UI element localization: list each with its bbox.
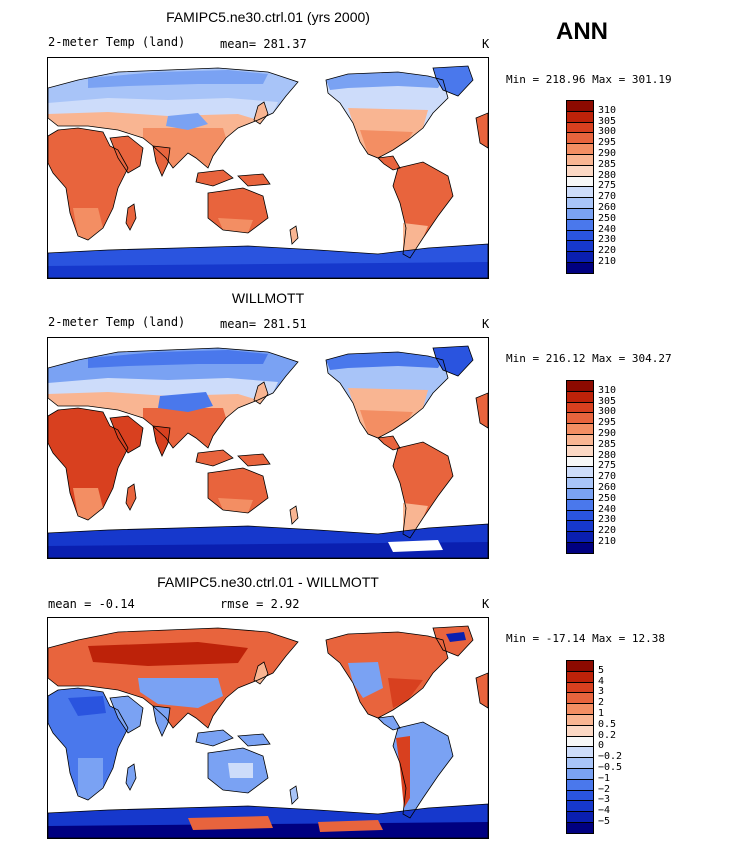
colorbar-label: 220 — [598, 525, 617, 537]
season-label: ANN — [556, 18, 608, 45]
colorbar-label: 290 — [598, 428, 617, 439]
panel-1-variable: 2-meter Temp (land) — [48, 35, 186, 49]
panel-1-minmax: Min = 218.96 Max = 301.19 — [506, 73, 672, 86]
panel-1-map — [47, 57, 489, 279]
colorbar-label: 290 — [598, 148, 617, 159]
colorbar-label: −5 — [598, 816, 611, 827]
colorbar-label: 240 — [598, 223, 617, 235]
colorbar-label: 3 — [598, 686, 605, 698]
panel-1-colorbar: 310 305 300 295 290 285 280 275 270 260 250 240 230 2… — [566, 100, 646, 276]
panel-2-minmax: Min = 216.12 Max = 304.27 — [506, 352, 672, 365]
colorbar-label: 4 — [598, 675, 605, 687]
panel-3-colorbar: 5 4 3 2 1 0.5 0.2 0 −0.2 −0.5 −1 −2 −3 −4 −5 — [566, 660, 646, 836]
panel-2-map — [47, 337, 489, 559]
colorbar-label: 240 — [598, 503, 617, 515]
colorbar-label: 305 — [598, 395, 617, 407]
colorbar-label: 300 — [598, 126, 617, 138]
colorbar-box — [566, 262, 594, 274]
colorbar-label: −4 — [598, 805, 611, 817]
panel-2-units: K — [482, 317, 490, 331]
panel-2-mean: mean= 281.51 — [220, 317, 307, 331]
colorbar-label: 0.2 — [598, 729, 617, 741]
panel-3-map — [47, 617, 489, 839]
colorbar-label: −0.5 — [598, 762, 623, 773]
panel-3-mean: mean = -0.14 — [48, 597, 135, 611]
colorbar-box — [566, 822, 594, 834]
panel-1-units: K — [482, 37, 490, 51]
colorbar-label: 275 — [598, 180, 617, 192]
panel-3-map-svg — [48, 618, 488, 838]
colorbar-label: 1 — [598, 708, 605, 719]
colorbar-label: 0.5 — [598, 718, 617, 730]
colorbar-label: 270 — [598, 191, 617, 203]
panel-1-mean: mean= 281.37 — [220, 37, 307, 51]
panel-2-colorbar: 310 305 300 295 290 285 280 275 270 260 250 240 230 2… — [566, 380, 646, 556]
colorbar-label: 250 — [598, 492, 617, 504]
colorbar-label: −3 — [598, 794, 611, 806]
colorbar-label: 0 — [598, 740, 605, 752]
colorbar-label: 250 — [598, 212, 617, 224]
colorbar-label: 305 — [598, 115, 617, 127]
colorbar-label: 2 — [598, 697, 605, 709]
colorbar-label: 285 — [598, 158, 617, 170]
colorbar-label: 275 — [598, 460, 617, 472]
colorbar-label: 295 — [598, 137, 617, 149]
colorbar-label: −0.2 — [598, 751, 623, 763]
panel-3-rmse: rmse = 2.92 — [220, 597, 300, 611]
panel-1-map-svg — [48, 58, 488, 278]
colorbar-label: 300 — [598, 406, 617, 418]
colorbar-box — [566, 542, 594, 554]
colorbar-label: 210 — [598, 536, 617, 547]
colorbar-label: −2 — [598, 783, 611, 795]
colorbar-label: −1 — [598, 772, 611, 784]
panel-3-title: FAMIPC5.ne30.ctrl.01 - WILLMOTT — [157, 574, 379, 590]
colorbar-label: 270 — [598, 471, 617, 483]
colorbar-label: 285 — [598, 438, 617, 450]
panel-1-title: FAMIPC5.ne30.ctrl.01 (yrs 2000) — [166, 9, 370, 25]
colorbar-label: 280 — [598, 169, 617, 181]
panel-2-title: WILLMOTT — [231, 290, 305, 306]
colorbar-label: 210 — [598, 256, 617, 267]
panel-3-minmax: Min = -17.14 Max = 12.38 — [506, 632, 665, 645]
colorbar-label: 295 — [598, 417, 617, 429]
colorbar-label: 310 — [598, 384, 617, 396]
colorbar-label: 230 — [598, 514, 617, 526]
colorbar-label: 220 — [598, 245, 617, 257]
panel-3-units: K — [482, 597, 490, 611]
colorbar-label: 280 — [598, 449, 617, 461]
colorbar-label: 260 — [598, 482, 617, 493]
panel-2-map-svg — [48, 338, 488, 558]
panel-2-variable: 2-meter Temp (land) — [48, 315, 186, 329]
colorbar-label: 310 — [598, 104, 617, 116]
colorbar-label: 5 — [598, 664, 605, 676]
colorbar-label: 230 — [598, 234, 617, 246]
colorbar-label: 260 — [598, 202, 617, 213]
